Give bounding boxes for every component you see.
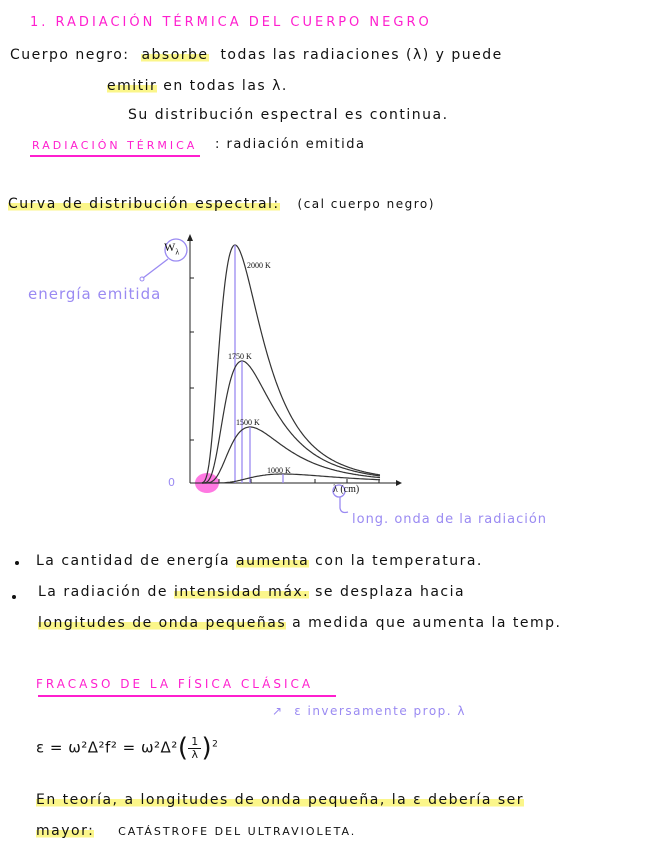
- x-axis-arrow: [396, 480, 402, 486]
- curve-label-1750: 1750 K: [228, 352, 252, 361]
- curve-1750k: [202, 360, 381, 484]
- y-axis-arrow: [187, 234, 193, 241]
- theory-line: En teoría, a longitudes de onda pequeña,…: [36, 792, 525, 808]
- annotation-wavelength: long. onda de la radiación: [352, 512, 548, 527]
- underline: [30, 155, 200, 157]
- curve-label-1500: 1500 K: [236, 418, 260, 427]
- definition-line-3: Su distribución espectral es continua.: [128, 107, 449, 123]
- curve-label-1000: 1000 K: [267, 466, 291, 475]
- definition-line-1: Cuerpo negro: absorbe todas las radiacio…: [10, 47, 503, 63]
- highlight: Curva de distribución espectral:: [8, 196, 280, 212]
- failure-title: FRACASO DE LA FÍSICA CLÁSICA: [36, 677, 314, 691]
- bullet-1: La cantidad de energía aumenta con la te…: [36, 553, 483, 569]
- curve-1500k: [202, 426, 381, 484]
- curve-heading: Curva de distribución espectral: (cal cu…: [8, 196, 435, 212]
- thermal-term: RADIACIÓN TÉRMICA: [32, 139, 198, 152]
- bullet-2: La radiación de intensidad máx. se despl…: [38, 584, 466, 600]
- text: en todas las λ.: [163, 78, 288, 94]
- curve-label-2000: 2000 K: [247, 261, 271, 270]
- conclusion-line: mayor: CATÁSTROFE DEL ULTRAVIOLETA.: [36, 823, 357, 839]
- y-label-circle: [164, 238, 188, 262]
- term: Cuerpo negro:: [10, 47, 130, 63]
- highlight-emitir: emitir: [107, 78, 158, 94]
- x-label-circle: [332, 484, 346, 498]
- curve-2000k: [201, 244, 381, 484]
- annotation-arrow: [339, 497, 349, 514]
- bullet: [15, 561, 19, 565]
- definition-line-2: emitir en todas las λ.: [107, 78, 288, 94]
- failure-annotation: ↗ ε inversamente prop. λ: [272, 704, 467, 718]
- x-axis-label: λ (cm): [333, 484, 360, 495]
- text: todas las radiaciones (λ) y puede: [220, 47, 503, 63]
- annotation-arrow: [142, 258, 169, 279]
- annotation-energy: energía emitida: [28, 285, 162, 303]
- note: (cal cuerpo negro): [297, 197, 435, 211]
- y-axis-label: Wλ: [164, 240, 180, 257]
- arrow-head: [139, 276, 145, 282]
- bullet: [12, 595, 16, 599]
- underline: [38, 695, 336, 697]
- curve-1000k: [202, 473, 381, 484]
- page-title: 1. RADIACIÓN TÉRMICA DEL CUERPO NEGRO: [30, 15, 432, 30]
- highlight-absorbe: absorbe: [141, 47, 209, 63]
- formula: ε = ω²Δ²f² = ω²Δ²(1 λ)2: [36, 733, 219, 763]
- bullet-2-continued: longitudes de onda pequeñas a medida que…: [38, 615, 562, 631]
- thermal-definition: : radiación emitida: [215, 137, 366, 152]
- origin-label: 0: [168, 476, 177, 489]
